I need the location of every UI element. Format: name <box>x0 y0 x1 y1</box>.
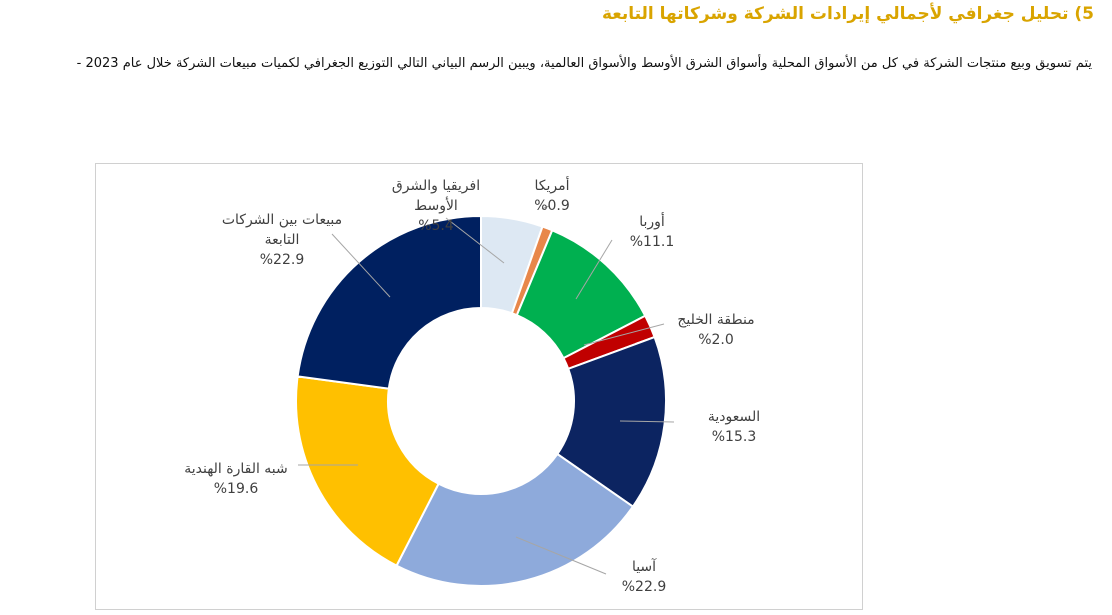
slice-value-label: %22.9 <box>260 252 304 268</box>
leader-line-4 <box>619 420 675 423</box>
slice-value-label: %11.1 <box>630 234 674 250</box>
slice-label-2: أوربا %11.1 <box>630 212 674 250</box>
leader-line-2 <box>575 239 613 300</box>
slice-label-4: السعودية %15.3 <box>708 409 760 445</box>
slice-label-1: أمريكا %0.9 <box>534 176 570 214</box>
slice-value-label: %0.9 <box>534 198 570 214</box>
donut-slice-7 <box>296 214 482 390</box>
donut-slice-6 <box>295 375 440 567</box>
leader-line-3 <box>583 323 665 346</box>
slice-label-7: مبيعات بين الشركات التابعة %22.9 <box>222 212 342 268</box>
slice-category-label: أمريكا <box>534 176 569 194</box>
slice-label-0: افريقيا والشرق الأوسط %5.4 <box>392 178 480 234</box>
slice-category-label: افريقيا والشرق <box>392 178 480 194</box>
slice-category-label: الأوسط <box>414 196 458 214</box>
slice-value-label: %22.9 <box>622 579 666 595</box>
slice-value-label: %2.0 <box>698 332 734 348</box>
leader-line-0 <box>445 217 505 264</box>
slice-label-6: شبه القارة الهندية %19.6 <box>184 461 288 497</box>
slice-value-label: %15.3 <box>712 429 756 445</box>
slice-category-label: أوربا <box>639 212 665 230</box>
donut-slice-5 <box>395 452 635 587</box>
donut-chart: افريقيا والشرق الأوسط %5.4 أمريكا %0.9 أوربا%… <box>184 176 760 595</box>
slice-value-label: %19.6 <box>214 481 259 497</box>
slice-category-label: التابعة <box>265 232 300 248</box>
leader-line-7 <box>331 233 391 298</box>
slice-category-label: السعودية <box>708 409 760 425</box>
slice-label-5: آسيا %22.9 <box>622 558 666 595</box>
slice-category-label: آسيا <box>632 558 657 575</box>
leader-line-1 <box>541 205 550 210</box>
chart-frame: افريقيا والشرق الأوسط %5.4 أمريكا %0.9 أوربا%… <box>95 163 863 610</box>
slice-category-label: شبه القارة الهندية <box>184 461 288 477</box>
slice-value-label: %5.4 <box>418 218 454 234</box>
leader-line-5 <box>515 536 607 575</box>
slice-category-label: مبيعات بين الشركات <box>222 212 342 228</box>
slice-category-label: منطقة الخليج <box>677 312 754 328</box>
section-description: يتم تسويق وبيع منتجات الشركة في كل من ال… <box>76 56 1092 71</box>
slice-label-3: منطقة الخليج %2.0 <box>677 312 754 348</box>
section-heading: 5) تحليل جغرافي لأجمالي إيرادات الشركة و… <box>601 4 1094 24</box>
